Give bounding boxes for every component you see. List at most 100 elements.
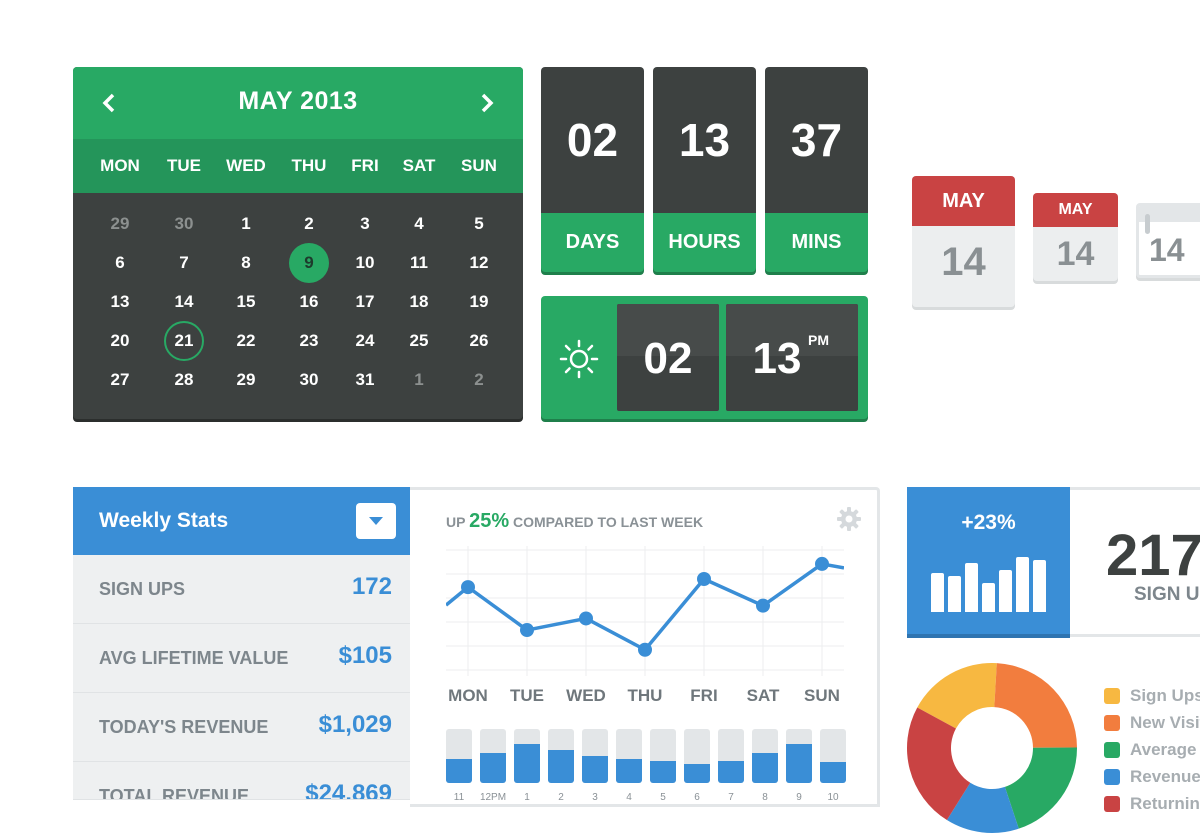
calendar-day[interactable]: 2: [474, 370, 484, 389]
date-tile-day: 14: [1056, 235, 1095, 273]
calendar-day-selected[interactable]: 21: [164, 321, 204, 361]
bar: [931, 573, 944, 612]
calendar-day[interactable]: 13: [110, 292, 130, 311]
calendar-day[interactable]: 5: [474, 214, 484, 233]
legend-swatch: [1104, 715, 1120, 731]
bar-label: 3: [592, 792, 598, 803]
calendar-day[interactable]: 26: [469, 331, 489, 350]
calendar-day[interactable]: 7: [179, 253, 189, 272]
calendar-day[interactable]: 11: [410, 253, 428, 272]
bar: [480, 753, 506, 783]
calendar-day[interactable]: 10: [355, 253, 375, 272]
bar: [965, 563, 978, 612]
countdown-mins-value: 37: [790, 114, 843, 166]
countdown-hours: 13 HOURS: [653, 67, 756, 272]
weekday-label: MON: [100, 156, 140, 175]
legend-label: Returning: [1130, 794, 1200, 813]
countdown-days-value: 02: [566, 114, 619, 166]
date-tile-day: 14: [941, 240, 986, 284]
stat-value: $105: [338, 642, 392, 669]
countdown-mins-label: MINS: [765, 213, 868, 272]
countdown-hours-label: HOURS: [653, 213, 756, 272]
clock-hours: 02: [643, 334, 693, 383]
stat-row-todays-revenue: TODAY'S REVENUE $1,029: [73, 693, 410, 762]
calendar-day[interactable]: 28: [174, 370, 194, 389]
bar: [999, 570, 1012, 612]
prev-month-button[interactable]: [95, 89, 123, 117]
legend-label: Revenue: [1130, 767, 1200, 786]
weekday-label: TUE: [167, 156, 201, 175]
stat-value: 172: [351, 573, 392, 600]
calendar-day-today[interactable]: 9: [289, 243, 329, 283]
gear-icon[interactable]: [836, 506, 862, 532]
calendar-day[interactable]: 31: [355, 370, 375, 389]
clock-ampm: PM: [808, 332, 829, 348]
bar: [616, 759, 642, 783]
next-month-button[interactable]: [473, 89, 501, 117]
calendar-day[interactable]: 29: [110, 214, 130, 233]
bar: [982, 583, 995, 612]
calendar-day[interactable]: 3: [360, 214, 370, 233]
signups-number: 217: [1106, 523, 1200, 588]
calendar-day[interactable]: 29: [236, 370, 256, 389]
calendar-day[interactable]: 14: [174, 292, 194, 311]
legend-swatch: [1104, 769, 1120, 785]
calendar-day[interactable]: 24: [355, 331, 375, 350]
bar-label: 4: [626, 792, 632, 803]
pie-slice: [907, 707, 971, 821]
bar: [582, 756, 608, 783]
date-tile-day: 14: [1149, 232, 1185, 268]
calendar-day[interactable]: 15: [236, 292, 256, 311]
x-tick-label: SAT: [746, 686, 780, 705]
data-point: [697, 572, 711, 586]
date-tile-medium: MAY 14: [1033, 193, 1118, 281]
weekday-label: SUN: [461, 156, 497, 175]
calendar-day[interactable]: 18: [409, 292, 429, 311]
data-point: [638, 642, 652, 657]
clock-minutes: 13: [752, 334, 802, 383]
weekly-line-chart: [446, 546, 844, 676]
data-point: [815, 556, 829, 571]
bar-label: 11: [453, 792, 465, 803]
data-point: [520, 623, 534, 638]
legend-swatch: [1104, 796, 1120, 812]
stat-row-avg-lifetime-value: AVG LIFETIME VALUE $105: [73, 624, 410, 693]
legend-label: Average: [1130, 740, 1197, 759]
calendar-day[interactable]: 12: [469, 253, 489, 272]
calendar-day[interactable]: 6: [115, 253, 125, 272]
calendar-day[interactable]: 27: [110, 370, 130, 389]
legend-swatch: [1104, 742, 1120, 758]
weekly-stats-dropdown-button[interactable]: [356, 503, 396, 539]
calendar-day[interactable]: 8: [241, 253, 251, 272]
stat-label: AVG LIFETIME VALUE: [99, 648, 289, 668]
stat-row-sign-ups: SIGN UPS 172: [73, 555, 410, 624]
chevron-right-icon: [481, 93, 494, 113]
data-point: [579, 611, 593, 626]
calendar-day[interactable]: 2: [304, 214, 314, 233]
calendar-day[interactable]: 4: [414, 214, 424, 233]
date-tile-month: MAY: [1033, 193, 1118, 227]
bar-label: 8: [762, 792, 768, 803]
sun-icon: [559, 339, 599, 379]
calendar-day[interactable]: 1: [414, 370, 424, 389]
calendar-day[interactable]: 16: [299, 292, 319, 311]
legend-swatch: [1104, 688, 1120, 704]
calendar-day[interactable]: 25: [409, 331, 429, 350]
calendar-day[interactable]: 19: [469, 292, 489, 311]
x-tick-label: MON: [448, 686, 488, 705]
bar-label: 9: [796, 792, 802, 803]
stat-row-total-revenue: TOTAL REVENUE $24,869: [73, 762, 410, 800]
calendar-day[interactable]: 20: [110, 331, 130, 350]
calendar-day[interactable]: 30: [299, 370, 319, 389]
calendar-day[interactable]: 22: [236, 331, 256, 350]
calendar-title: MAY 2013: [238, 87, 358, 115]
weekly-stats-title: Weekly Stats: [99, 509, 229, 532]
calendar-day[interactable]: 23: [299, 331, 319, 350]
calendar-day[interactable]: 1: [241, 214, 251, 233]
x-tick-label: SUN: [804, 686, 840, 705]
x-tick-label: FRI: [690, 686, 718, 705]
calendar-day[interactable]: 17: [355, 292, 375, 311]
bar: [1033, 560, 1046, 612]
chart-caption-suffix: COMPARED TO LAST WEEK: [513, 514, 704, 530]
calendar-day[interactable]: 30: [174, 214, 194, 233]
